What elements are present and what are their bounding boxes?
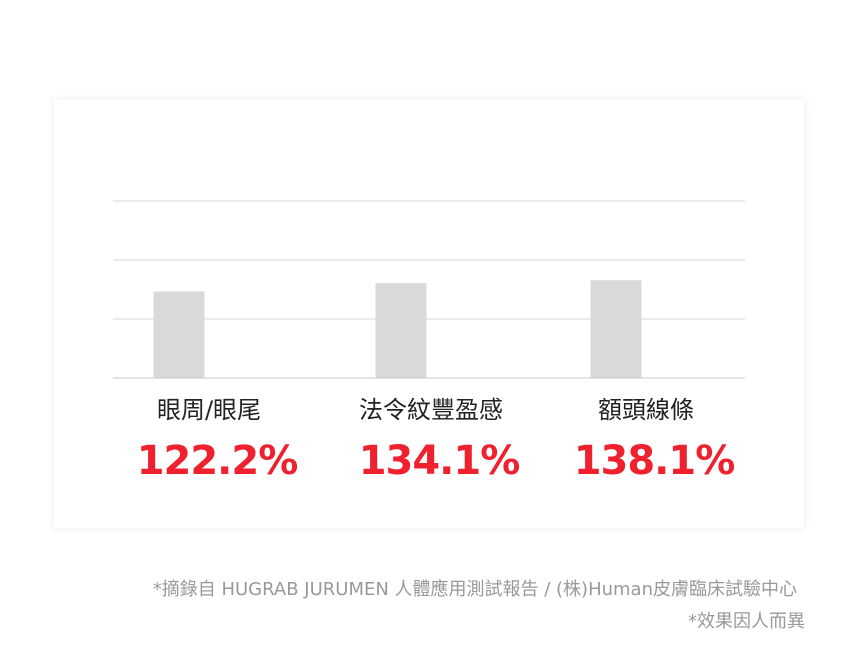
footnote: *摘錄自 HUGRAB JURUMEN 人體應用測試報告 / (株)Human皮…	[153, 578, 797, 600]
bars	[153, 280, 642, 378]
value-label: 138.1%	[574, 438, 735, 484]
footnote: *效果因人而異	[688, 611, 805, 632]
bar	[590, 280, 642, 378]
value-label: 122.2%	[137, 438, 298, 484]
category-label: 眼周/眼尾	[157, 396, 261, 424]
category-label: 法令紋豐盈感	[359, 396, 503, 424]
category-label: 額頭線條	[598, 396, 694, 424]
value-label: 134.1%	[359, 438, 520, 484]
bar	[375, 283, 427, 378]
bar	[153, 291, 205, 378]
